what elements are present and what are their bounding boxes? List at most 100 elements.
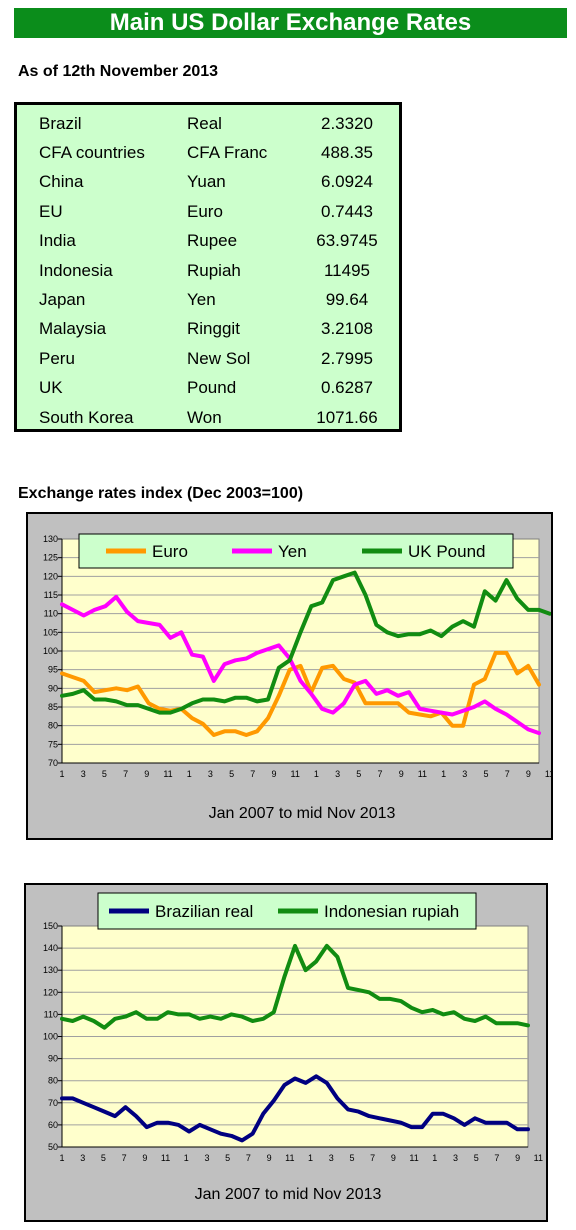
rate-currency: Rupee	[187, 231, 238, 251]
rate-value: 2.3320	[321, 113, 373, 133]
rate-country: Malaysia	[39, 319, 107, 339]
rate-row: Peru New Sol 2.7995	[39, 344, 395, 373]
y-tick-label: 100	[43, 646, 58, 656]
x-tick-label: 11	[285, 1153, 294, 1163]
x-tick-label: 11	[161, 1153, 170, 1163]
x-tick-label: 9	[142, 1153, 147, 1163]
y-tick-label: 105	[43, 627, 58, 637]
rate-value: 11495	[323, 260, 370, 280]
rate-value: 63.9745	[316, 231, 378, 251]
series-line-indonesian-rupiah	[60, 943, 530, 1030]
rate-row: South Korea Won 1071.66	[39, 403, 395, 432]
x-tick-label: 9	[391, 1153, 396, 1163]
x-tick-label: 7	[250, 769, 255, 779]
x-tick-label: 7	[505, 769, 510, 779]
y-tick-label: 60	[48, 1120, 58, 1130]
x-tick-label: 3	[204, 1153, 209, 1163]
x-tick-label: 11	[534, 1153, 543, 1163]
x-tick-label: 9	[271, 769, 276, 779]
x-tick-label: 9	[526, 769, 531, 779]
y-tick-label: 140	[43, 943, 58, 953]
exchange-rates-table: Brazil Real 2.3320 CFA countries CFA Franc 48…	[14, 102, 402, 432]
rate-country: China	[39, 172, 84, 192]
x-tick-label: 5	[483, 769, 488, 779]
rate-currency: Rupiah	[187, 260, 241, 280]
x-tick-label: 1	[187, 769, 192, 779]
y-tick-label: 130	[43, 965, 58, 975]
rate-currency: Yen	[187, 290, 216, 310]
y-tick-label: 90	[48, 683, 58, 693]
y-tick-label: 85	[48, 702, 58, 712]
x-tick-label: 1	[432, 1153, 437, 1163]
x-tick-label: 9	[144, 769, 149, 779]
x-tick-label: 1	[59, 1153, 64, 1163]
x-tick-label: 1	[184, 1153, 189, 1163]
legend-label: Euro	[152, 542, 188, 561]
rate-country: Peru	[39, 348, 75, 368]
series-line-uk-pound	[60, 570, 552, 715]
y-tick-label: 70	[48, 758, 58, 768]
rate-country: Brazil	[39, 113, 82, 133]
x-tick-label: 11	[163, 769, 172, 779]
rate-value: 2.7995	[321, 348, 373, 368]
x-tick-label: 7	[377, 769, 382, 779]
x-tick-label: 1	[441, 769, 446, 779]
x-tick-label: 5	[229, 769, 234, 779]
x-tick-label: 11	[291, 769, 300, 779]
rate-row: India Rupee 63.9745	[39, 227, 395, 256]
series-line-euro	[60, 650, 541, 737]
x-tick-label: 5	[474, 1153, 479, 1163]
rate-value: 3.2108	[321, 319, 373, 339]
y-tick-label: 110	[44, 1009, 58, 1019]
y-tick-label: 110	[44, 609, 58, 619]
y-tick-label: 120	[43, 987, 58, 997]
rate-country: India	[39, 231, 76, 251]
index-chart-1: 70 75 80 85 90 95 100 105 110 115 120 125 130 1 3 5 7 9 11…	[26, 512, 573, 840]
rate-row: China Yuan 6.0924	[39, 168, 395, 197]
y-tick-label: 50	[48, 1142, 58, 1152]
rate-value: 1071.66	[316, 407, 378, 427]
y-tick-label: 115	[44, 590, 58, 600]
legend-label: Indonesian rupiah	[324, 902, 459, 921]
rate-value: 0.6287	[321, 378, 373, 398]
y-tick-label: 100	[43, 1032, 58, 1042]
x-tick-label: 3	[80, 1153, 85, 1163]
rate-value: 488.35	[321, 143, 373, 163]
as-of-date: As of 12th November 2013	[18, 63, 219, 80]
rate-value: 99.64	[325, 290, 369, 310]
series-line-brazilian-real	[60, 1074, 530, 1143]
x-tick-label: 1	[308, 1153, 313, 1163]
x-tick-label: 11	[409, 1153, 418, 1163]
x-tick-label: 11	[418, 769, 427, 779]
y-tick-label: 130	[43, 534, 58, 544]
y-tick-label: 80	[48, 1076, 58, 1086]
y-tick-label: 90	[48, 1054, 58, 1064]
x-tick-label: 5	[102, 769, 107, 779]
page-title: Main US Dollar Exchange Rates	[14, 8, 567, 38]
y-tick-label: 70	[48, 1098, 58, 1108]
legend-label: Brazilian real	[155, 902, 253, 921]
x-tick-label: 5	[225, 1153, 230, 1163]
rate-country: Japan	[39, 290, 86, 310]
y-tick-label: 75	[48, 739, 58, 749]
y-tick-label: 95	[48, 665, 58, 675]
rate-currency: New Sol	[187, 348, 251, 368]
rate-currency: Won	[187, 407, 222, 427]
rate-country: CFA countries	[39, 143, 145, 163]
x-tick-label: 9	[515, 1153, 520, 1163]
rate-currency: Pound	[187, 378, 237, 398]
rate-currency: Yuan	[187, 172, 226, 192]
series-line-yen	[60, 594, 541, 736]
rate-row: Japan Yen 99.64	[39, 285, 395, 314]
rate-currency: Euro	[187, 201, 223, 221]
legend-label: UK Pound	[408, 542, 486, 561]
x-tick-label: 7	[370, 1153, 375, 1163]
rate-currency: Ringgit	[187, 319, 240, 339]
x-tick-label: 9	[399, 769, 404, 779]
y-tick-label: 120	[43, 571, 58, 581]
x-tick-label: 11	[545, 769, 551, 779]
x-tick-label: 7	[246, 1153, 251, 1163]
x-axis-label: Jan 2007 to mid Nov 2013	[209, 805, 396, 822]
